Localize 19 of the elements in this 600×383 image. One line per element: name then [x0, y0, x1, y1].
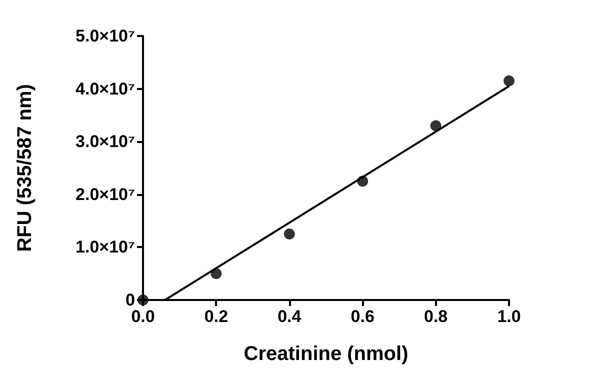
x-tick-label: 1.0 [497, 307, 521, 326]
x-tick-label: 0.4 [278, 307, 302, 326]
point [357, 176, 368, 187]
y-axis-title: RFU (535/587 nm) [14, 84, 36, 252]
y-tick-label: 5.0×10⁷ [76, 26, 135, 46]
point [504, 75, 514, 86]
x-tick-label: 0.2 [204, 307, 228, 326]
y-tick-label: 0 [126, 290, 135, 310]
point [430, 120, 442, 132]
y-tick-label: 2.0×10⁷ [76, 184, 135, 204]
y-tick-label: 4.0×10⁷ [76, 79, 135, 98]
x-tick-label: 0.0 [131, 307, 155, 326]
y-tick-label: 3.0×10⁷ [76, 132, 135, 152]
x-tick-label: 0.6 [350, 307, 374, 326]
point [210, 268, 222, 280]
y-tick-label: 1.0×10⁷ [76, 238, 135, 257]
x-axis-title: Creatinine (nmol) [244, 343, 408, 365]
x-tick-label: 0.8 [424, 307, 448, 326]
point [284, 228, 295, 240]
